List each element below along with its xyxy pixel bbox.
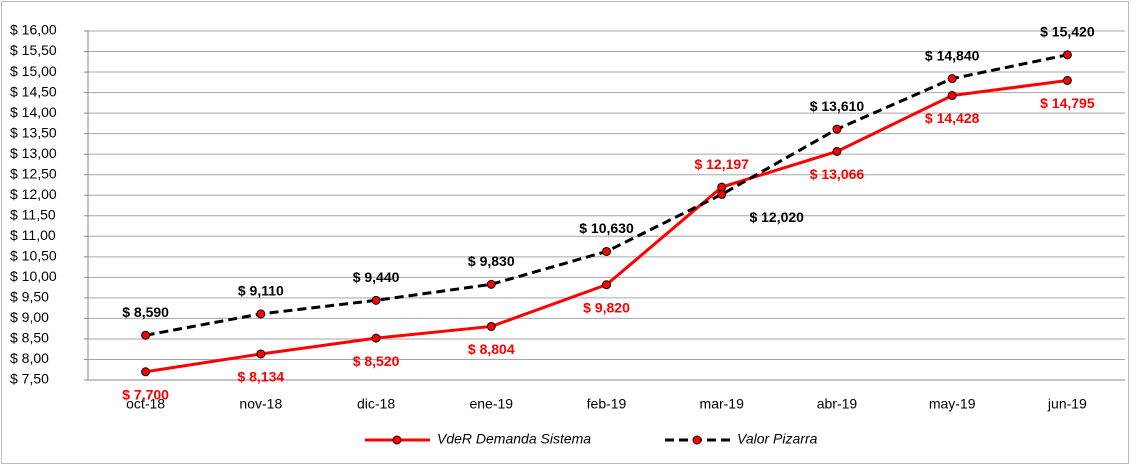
- value-label: $ 8,590: [122, 304, 169, 320]
- y-tick-label: $ 10,50: [10, 248, 57, 264]
- data-point: [832, 146, 842, 156]
- y-tick-label: $ 12,50: [10, 165, 57, 181]
- x-tick-label: dic-18: [357, 396, 395, 412]
- value-label: $ 15,420: [1040, 24, 1095, 40]
- value-label: $ 8,134: [237, 369, 284, 385]
- data-point: [141, 367, 151, 377]
- y-tick-label: $ 11,50: [10, 206, 56, 222]
- y-tick-label: $ 9,50: [10, 289, 49, 305]
- value-label: $ 9,820: [583, 299, 630, 315]
- data-point: [141, 330, 151, 340]
- y-tick-label: $ 16,00: [10, 22, 57, 38]
- x-tick-label: mar-19: [700, 396, 745, 412]
- value-label: $ 12,197: [694, 156, 749, 172]
- x-tick-label: oct-18: [126, 396, 165, 412]
- x-tick-label: jun-19: [1047, 396, 1087, 412]
- x-tick-label: ene-19: [469, 396, 513, 412]
- value-label: $ 12,020: [749, 209, 804, 225]
- data-point: [371, 333, 381, 343]
- data-point: [371, 295, 381, 305]
- data-point: [256, 309, 266, 319]
- value-label: $ 7,700: [122, 386, 169, 402]
- value-label: $ 10,630: [579, 220, 634, 236]
- data-point: [947, 91, 957, 101]
- y-tick-label: $ 14,50: [10, 83, 57, 99]
- legend-label: Valor Pizarra: [737, 431, 818, 447]
- value-label: $ 9,830: [468, 253, 515, 269]
- value-label: $ 8,520: [353, 353, 400, 369]
- value-label: $ 8,804: [468, 341, 515, 357]
- data-point: [256, 349, 266, 359]
- legend-label: VdeR Demanda Sistema: [437, 431, 591, 447]
- y-tick-label: $ 14,00: [10, 104, 57, 120]
- y-tick-label: $ 15,50: [10, 42, 57, 58]
- legend-marker: [392, 435, 402, 445]
- x-tick-label: abr-19: [817, 396, 858, 412]
- data-point: [602, 246, 611, 256]
- data-point: [947, 74, 957, 84]
- value-label: $ 14,428: [925, 110, 980, 126]
- y-tick-label: $ 7,50: [10, 371, 49, 387]
- data-point: [486, 279, 496, 289]
- data-point: [832, 124, 842, 134]
- y-tick-label: $ 11,00: [10, 227, 56, 243]
- y-tick-label: $ 8,50: [10, 330, 49, 346]
- value-label: $ 13,066: [810, 166, 865, 182]
- y-tick-label: $ 8,00: [10, 350, 49, 366]
- value-label: $ 14,795: [1040, 95, 1095, 111]
- data-point: [602, 280, 611, 290]
- y-tick-label: $ 12,00: [10, 186, 57, 202]
- legend-marker: [692, 435, 702, 445]
- x-tick-label: may-19: [929, 396, 976, 412]
- x-tick-label: nov-18: [239, 396, 282, 412]
- y-tick-label: $ 9,00: [10, 309, 49, 325]
- data-point: [717, 189, 727, 199]
- y-tick-label: $ 15,00: [10, 63, 57, 79]
- y-tick-label: $ 10,00: [10, 268, 57, 284]
- x-tick-label: feb-19: [587, 396, 627, 412]
- value-label: $ 9,110: [238, 283, 284, 299]
- data-point: [1062, 75, 1072, 85]
- data-point: [486, 321, 496, 331]
- data-point: [1062, 50, 1072, 60]
- value-label: $ 13,610: [810, 98, 865, 114]
- value-label: $ 9,440: [353, 269, 400, 285]
- y-tick-label: $ 13,50: [10, 124, 57, 140]
- y-tick-label: $ 13,00: [10, 145, 57, 161]
- value-label: $ 14,840: [925, 47, 980, 63]
